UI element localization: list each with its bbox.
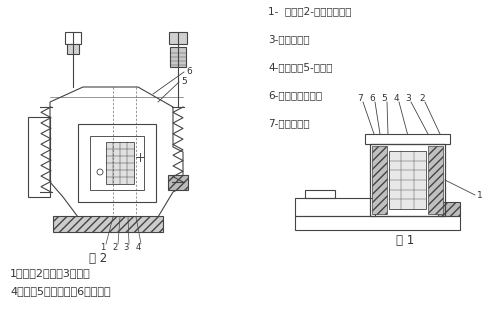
Text: 4-振动体；5-线圈；: 4-振动体；5-线圈； bbox=[268, 62, 332, 72]
Bar bbox=[305, 190, 335, 198]
Text: 7: 7 bbox=[357, 94, 363, 103]
Text: 2: 2 bbox=[112, 243, 117, 252]
Bar bbox=[370, 144, 445, 216]
Text: 4: 4 bbox=[393, 94, 399, 103]
Text: 6: 6 bbox=[369, 94, 375, 103]
Bar bbox=[106, 142, 134, 184]
Bar bbox=[389, 151, 426, 209]
Bar bbox=[169, 32, 187, 44]
Bar bbox=[372, 146, 387, 214]
Text: 1、铁芯2、衔铁3、线圈: 1、铁芯2、衔铁3、线圈 bbox=[10, 268, 91, 278]
Bar bbox=[170, 47, 186, 67]
Bar bbox=[53, 216, 163, 232]
Text: 6: 6 bbox=[186, 67, 192, 76]
Bar bbox=[28, 117, 50, 197]
Bar bbox=[365, 134, 450, 144]
Text: 4: 4 bbox=[136, 243, 140, 252]
Text: 4、机座5、共振弹簧6、振动体: 4、机座5、共振弹簧6、振动体 bbox=[10, 286, 110, 296]
Bar bbox=[295, 216, 460, 230]
Text: 3: 3 bbox=[124, 243, 128, 252]
Text: 6-硬橡胶冲击块；: 6-硬橡胶冲击块； bbox=[268, 90, 322, 100]
Bar bbox=[168, 175, 188, 190]
Bar bbox=[295, 198, 375, 216]
Bar bbox=[65, 32, 81, 44]
Text: 图 2: 图 2 bbox=[89, 252, 107, 265]
Text: 2: 2 bbox=[419, 94, 425, 103]
Text: 图 1: 图 1 bbox=[396, 234, 414, 247]
Text: 5: 5 bbox=[381, 94, 387, 103]
Text: 3: 3 bbox=[405, 94, 411, 103]
Text: 7-调整螺栓；: 7-调整螺栓； bbox=[268, 118, 310, 128]
Bar bbox=[78, 124, 156, 202]
Bar bbox=[438, 202, 460, 216]
Text: 3-共振弹簧；: 3-共振弹簧； bbox=[268, 34, 310, 44]
Text: 1: 1 bbox=[100, 243, 105, 252]
Text: 5: 5 bbox=[181, 77, 187, 86]
Text: 1: 1 bbox=[477, 191, 482, 200]
Bar bbox=[90, 136, 144, 190]
Bar bbox=[428, 146, 443, 214]
Text: 1-  机座；2-机电磁铁芯；: 1- 机座；2-机电磁铁芯； bbox=[268, 6, 351, 16]
Bar bbox=[67, 44, 79, 54]
